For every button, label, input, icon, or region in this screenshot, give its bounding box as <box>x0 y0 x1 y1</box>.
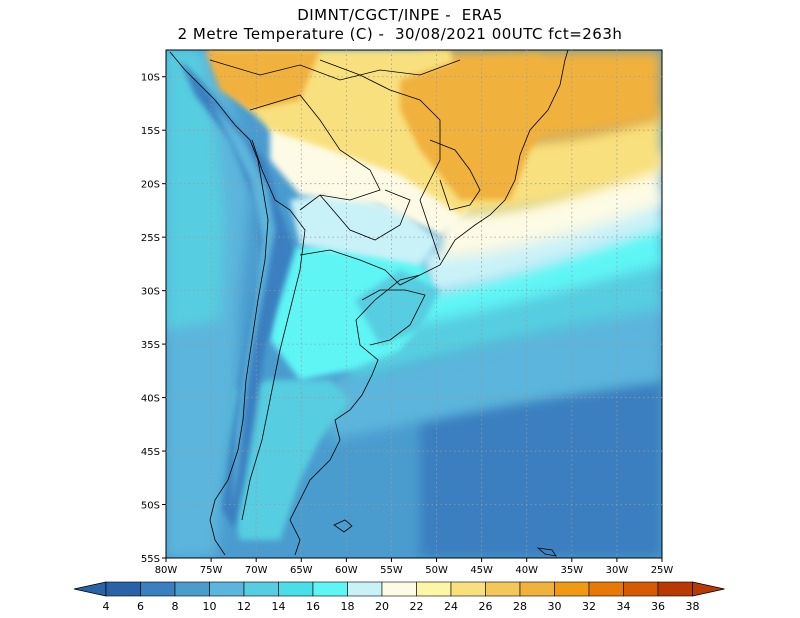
falklands <box>333 519 353 533</box>
lat-label: 35S <box>141 340 160 351</box>
band-deep-south <box>420 380 662 558</box>
colorbar-segment <box>278 581 314 597</box>
lat-axis: 10S 15S 20S 25S 30S 35S 40S 45S 50S 55S <box>141 73 166 565</box>
title-line-1: DIMNT/CGCT/INPE - ERA5 <box>297 6 503 24</box>
colorbar-label: 24 <box>444 600 458 613</box>
lon-label: 40W <box>515 565 538 576</box>
colorbar-max-arrow <box>692 581 725 597</box>
colorbar-segment <box>416 581 452 597</box>
colorbar-segment <box>174 581 210 597</box>
colorbar-segment <box>657 581 693 597</box>
colorbar-segment <box>588 581 624 597</box>
colorbar-label: 36 <box>651 600 665 613</box>
andes-ridge <box>180 60 295 530</box>
colorbar-segment <box>519 581 555 597</box>
lat-label: 50S <box>141 501 160 512</box>
coastline-west <box>169 51 269 556</box>
border-argentina-north <box>299 249 421 286</box>
colorbar-segment <box>140 581 176 597</box>
colorbar-label: 26 <box>479 600 493 613</box>
border-bolivia <box>249 94 381 211</box>
colorbar-segment <box>347 581 383 597</box>
lat-label: 10S <box>141 73 160 84</box>
colorbar-segment <box>243 581 279 597</box>
colorbar-label: 32 <box>582 600 596 613</box>
border-andes <box>241 139 306 521</box>
colorbar-segment <box>623 581 659 597</box>
lat-label: 45S <box>141 447 160 458</box>
colorbar-segment <box>485 581 521 597</box>
colorbar-label: 22 <box>410 600 424 613</box>
title-line-2: 2 Metre Temperature (C) - 30/08/2021 00U… <box>177 25 623 43</box>
lon-label: 70W <box>245 565 268 576</box>
border-brazil <box>319 59 441 261</box>
lat-label: 15S <box>141 126 160 137</box>
colorbar-segment <box>105 581 141 597</box>
lon-label: 65W <box>290 565 313 576</box>
colorbar-label: 20 <box>375 600 389 613</box>
colorbar-label: 18 <box>341 600 355 613</box>
colorbar-label: 4 <box>103 600 110 613</box>
border-north <box>209 59 461 81</box>
colorbar-segment <box>209 581 245 597</box>
lon-label: 25W <box>651 565 674 576</box>
colorbar-label: 16 <box>306 600 320 613</box>
lon-label: 30W <box>606 565 629 576</box>
lon-label: 80W <box>155 565 178 576</box>
lon-label: 50W <box>425 565 448 576</box>
lon-label: 75W <box>200 565 223 576</box>
colorbar-segment <box>554 581 590 597</box>
colorbar-label: 6 <box>137 600 144 613</box>
colorbar-label: 14 <box>272 600 286 613</box>
colorbar-segment <box>312 581 348 597</box>
lat-label: 20S <box>141 180 160 191</box>
colorbar-min-arrow <box>73 581 107 597</box>
lon-label: 60W <box>335 565 358 576</box>
coastlines <box>169 49 569 556</box>
land-uruguay <box>355 270 440 345</box>
lat-label: 55S <box>141 554 160 565</box>
border-uruguay <box>361 289 426 346</box>
lon-label: 55W <box>380 565 403 576</box>
colorbar-label: 28 <box>513 600 527 613</box>
colorbar: 4 6 8 10 12 14 16 18 20 22 24 26 28 30 32 34 36 38 <box>73 581 725 613</box>
colorbar-label: 12 <box>237 600 251 613</box>
colorbar-label: 8 <box>172 600 179 613</box>
lat-label: 25S <box>141 233 160 244</box>
colorbar-label: 10 <box>203 600 217 613</box>
graticule <box>166 50 662 558</box>
lat-label: 30S <box>141 287 160 298</box>
border-minas <box>429 139 481 211</box>
lon-axis: 80W 75W 70W 65W 60W 55W 50W 45W 40W 35W 30W 25W <box>155 558 674 576</box>
colorbar-label: 30 <box>548 600 562 613</box>
lon-label: 45W <box>470 565 493 576</box>
colorbar-segment <box>381 581 417 597</box>
temperature-field <box>166 50 662 558</box>
land-orange-brazil <box>400 55 560 200</box>
map-frame <box>165 49 663 559</box>
border-paraguay <box>319 189 411 241</box>
lon-label: 35W <box>561 565 584 576</box>
colorbar-segment <box>450 581 486 597</box>
south-georgia <box>536 547 557 557</box>
colorbar-label: 34 <box>617 600 631 613</box>
band-pacific-cyan <box>166 50 225 330</box>
colorbar-label: 38 <box>686 600 700 613</box>
lat-label: 40S <box>141 394 160 405</box>
coastline-east <box>289 49 569 556</box>
band-south-atl <box>330 300 662 440</box>
land-orange-west <box>205 50 320 110</box>
land-paraguay <box>290 190 440 265</box>
andes-crest <box>210 100 275 510</box>
land-cream <box>270 120 470 235</box>
